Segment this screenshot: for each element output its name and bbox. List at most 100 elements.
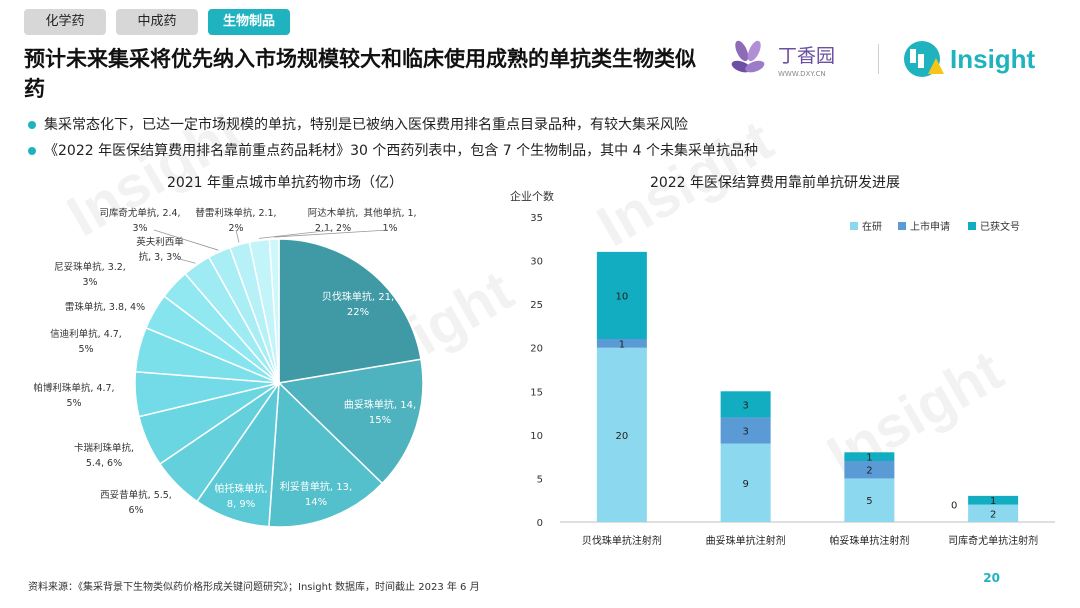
bar-value-label: 2 <box>990 509 996 520</box>
dxy-logo-url: WWW.DXY.CN <box>778 70 826 78</box>
pie-slice-label: 6% <box>128 505 143 516</box>
bullet-item: 集采常态化下，已达一定市场规模的单抗，特别是已被纳入医保费用排名重点目录品种，有… <box>28 112 758 138</box>
pie-slice-label: 14% <box>305 497 327 508</box>
y-axis-label: 企业个数 <box>510 189 554 203</box>
x-tick-label: 贝伐珠单抗注射剂 <box>582 534 662 547</box>
bar-value-label: 3 <box>742 427 748 438</box>
pie-slice-label: 英夫利西单 <box>136 236 184 248</box>
bar-value-label: 9 <box>742 479 748 490</box>
legend-swatch <box>898 222 906 230</box>
logo-divider <box>878 44 879 74</box>
bar-segment <box>844 478 895 522</box>
y-tick-label: 30 <box>530 257 543 268</box>
bullet-list: 集采常态化下，已达一定市场规模的单抗，特别是已被纳入医保费用排名重点目录品种，有… <box>28 112 758 164</box>
bar-segment <box>596 347 647 522</box>
pie-leader-line <box>153 229 219 251</box>
pie-slice-label: 贝伐珠单抗, 21, <box>322 290 394 303</box>
pie-slice-label: 帕博利珠单抗, 4.7, <box>33 382 114 394</box>
insight-mark-icon <box>904 41 944 77</box>
x-tick-label: 帕妥珠单抗注射剂 <box>829 534 909 547</box>
pie-slice-label: 尼妥珠单抗, 3.2, <box>54 261 126 273</box>
bar-segment <box>720 391 771 418</box>
x-tick-label: 曲妥珠单抗注射剂 <box>706 534 786 547</box>
bar-segment <box>968 495 1019 505</box>
bullet-text: 《2022 年医保结算费用排名靠前重点药品耗材》30 个西药列表中，包含 7 个… <box>44 143 758 159</box>
pie-slice-label: 3% <box>132 223 147 234</box>
pie-slice-label: 替雷利珠单抗, 2.1, <box>195 207 276 219</box>
pie-slice <box>268 238 280 384</box>
insight-logo-text: Insight <box>950 44 1036 74</box>
y-tick-label: 35 <box>530 213 543 224</box>
pie-slice-label: 信迪利单抗, 4.7, <box>50 328 122 340</box>
pie-slice-label: 1% <box>382 223 397 234</box>
bullet-item: 《2022 年医保结算费用排名靠前重点药品耗材》30 个西药列表中，包含 7 个… <box>28 138 758 164</box>
y-tick-label: 0 <box>537 518 543 529</box>
bar-segment <box>720 417 771 444</box>
dxy-logo: 丁香园 WWW.DXY.CN <box>731 40 835 78</box>
pie-slice-label: 5% <box>66 398 81 409</box>
category-tabs: 化学药 中成药 生物制品 <box>24 9 290 35</box>
flower-icon <box>731 40 765 73</box>
pie-leader-line <box>258 229 334 239</box>
page-number: 20 <box>983 571 1000 585</box>
y-tick-label: 15 <box>530 387 543 398</box>
pie-slice-label: 8, 9% <box>227 499 256 510</box>
pie-slice <box>277 358 424 485</box>
bar-segment <box>968 504 1019 522</box>
pie-slice <box>278 238 422 384</box>
legend-swatch <box>968 222 976 230</box>
pie-slice-label: 2% <box>228 223 243 234</box>
pie-leader-line <box>175 257 196 264</box>
pie-slice-label: 2.1, 2% <box>315 223 351 234</box>
y-tick-label: 25 <box>530 300 543 311</box>
pie-slice-label: 阿达木单抗, <box>308 207 359 219</box>
pie-slice-label: 3% <box>82 277 97 288</box>
bar-segment <box>844 461 895 479</box>
y-tick-label: 5 <box>537 474 543 485</box>
bar-segment <box>596 251 647 339</box>
tab-biological-products[interactable]: 生物制品 <box>208 9 290 35</box>
pie-slice-label: 22% <box>347 307 369 318</box>
bar-value-label: 10 <box>616 291 629 302</box>
bar-value-label: 5 <box>866 496 872 507</box>
bar-segment <box>844 452 895 461</box>
legend-label: 上市申请 <box>910 220 950 233</box>
pie-slice <box>268 381 384 528</box>
y-tick-label: 20 <box>530 344 543 355</box>
tab-chemical-drugs[interactable]: 化学药 <box>24 9 106 35</box>
pie-leader-line <box>235 229 240 243</box>
legend-label: 已获文号 <box>980 220 1020 233</box>
pie-slice-label: 抗, 3, 3% <box>139 251 182 263</box>
bar-value-label: 1 <box>866 453 872 464</box>
pie-slice-label: 15% <box>369 415 391 426</box>
bar-value-label: 1 <box>990 496 996 507</box>
pie-slice-label: 雷珠单抗, 3.8, 4% <box>65 301 145 313</box>
bullet-text: 集采常态化下，已达一定市场规模的单抗，特别是已被纳入医保费用排名重点目录品种，有… <box>44 117 688 133</box>
bullet-dot-icon <box>28 147 36 155</box>
bar-value-label: 2 <box>866 466 872 477</box>
pie-slice-label: 曲妥珠单抗, 14, <box>344 398 416 411</box>
insight-logo: Insight <box>904 41 1036 77</box>
pie-slice-label: 利妥昔单抗, 13, <box>280 480 352 493</box>
bar-chart-title: 2022 年医保结算费用靠前单抗研发进展 <box>649 175 901 191</box>
bar-value-label: 1 <box>619 339 625 350</box>
legend-swatch <box>850 222 858 230</box>
pie-slice-label: 帕托珠单抗, <box>214 482 267 495</box>
legend-label: 在研 <box>862 221 882 233</box>
bullet-dot-icon <box>28 121 36 129</box>
bar-segment <box>596 339 647 348</box>
pie-chart-title: 2021 年重点城市单抗药物市场（亿） <box>166 175 404 191</box>
dxy-logo-name: 丁香园 <box>778 45 835 67</box>
pie-slice-label: 司库奇尤单抗, 2.4, <box>99 207 180 219</box>
pie-leader-line <box>274 229 389 238</box>
pie-slice-label: 卡瑞利珠单抗, <box>74 442 134 454</box>
source-note: 资料来源：《集采背景下生物类似药价格形成关键问题研究》；Insight 数据库，… <box>28 582 480 593</box>
bar-value-label: 3 <box>742 400 748 411</box>
pie-slice-label: 其他单抗, 1, <box>363 207 416 219</box>
y-tick-label: 10 <box>530 431 543 442</box>
tab-chinese-patent-medicine[interactable]: 中成药 <box>116 9 198 35</box>
pie-slice-label: 西妥昔单抗, 5.5, <box>100 489 172 501</box>
pie-slice-label: 5.4, 6% <box>86 458 122 469</box>
x-tick-label: 司库奇尤单抗注射剂 <box>948 534 1038 547</box>
